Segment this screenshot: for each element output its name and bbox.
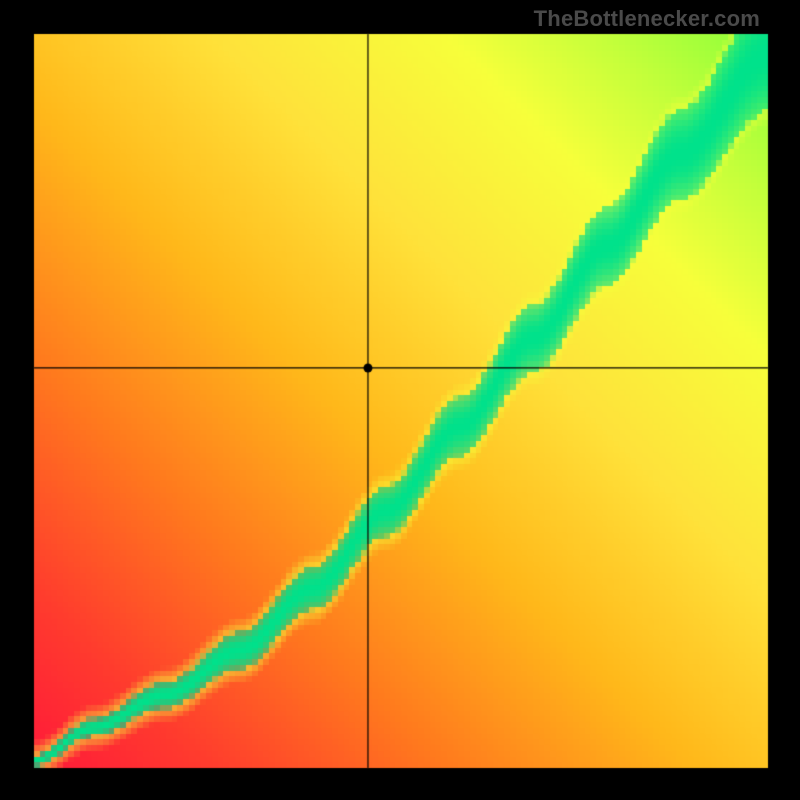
chart-container: TheBottlenecker.com	[0, 0, 800, 800]
overlay-canvas	[0, 0, 800, 800]
watermark-text: TheBottlenecker.com	[534, 6, 760, 32]
